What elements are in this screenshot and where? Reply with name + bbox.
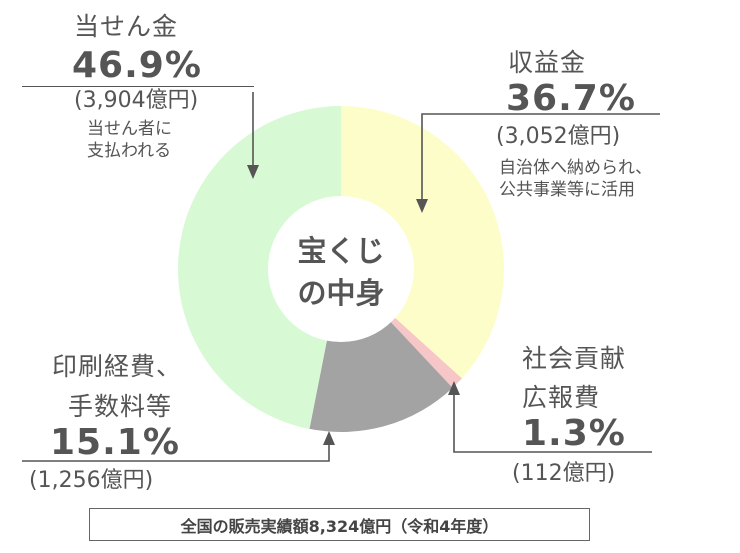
amount-label-winnings: (3,904億円) [74, 88, 199, 113]
center-title-line-1: 宝くじ [297, 234, 385, 268]
description-winnings-line-1: 当せん者に [87, 119, 172, 139]
leader-arrowhead-winnings [247, 165, 259, 179]
slice-label-winnings: 当せん金 [74, 12, 179, 41]
slice-label-costs-line-1: 印刷経費、 [52, 352, 183, 381]
description-revenue: 自治体へ納められ、 公共事業等に活用 [499, 157, 652, 201]
slice-label-publicity-line-1: 社会貢献 [522, 344, 627, 373]
percent-label-costs: 15.1% [50, 422, 180, 463]
leader-arrowhead-publicity [448, 381, 460, 395]
percent-label-winnings: 46.9% [72, 45, 202, 86]
description-revenue-line-1: 自治体へ納められ、 [499, 158, 653, 178]
percent-label-revenue: 36.7% [506, 78, 636, 119]
slice-label-publicity: 社会貢献 広報費 [522, 340, 626, 418]
donut-hole [268, 196, 414, 342]
slice-label-costs: 印刷経費、 手数料等 [52, 347, 182, 427]
slice-label-publicity-line-2: 広報費 [522, 382, 601, 412]
total-sales-caption: 全国の販売実績額8,324億円（令和4年度） [89, 508, 590, 541]
slice-winnings [177, 106, 341, 429]
center-title-line-2: の中身 [297, 276, 385, 311]
description-winnings-line-2: 支払われる [87, 141, 172, 162]
leader-arrowhead-revenue [416, 199, 428, 213]
description-winnings: 当せん者に 支払われる [87, 118, 172, 162]
leader-line-publicity [453, 392, 652, 453]
amount-label-costs: (1,256億円) [29, 468, 154, 493]
leader-line-costs [22, 442, 330, 462]
center-title: 宝くじ の中身 [268, 230, 414, 314]
description-revenue-line-2: 公共事業等に活用 [499, 180, 635, 201]
percent-label-publicity: 1.3% [522, 413, 626, 454]
slice-revenue [341, 106, 504, 379]
slice-label-costs-line-2: 手数料等 [68, 392, 173, 421]
slice-label-revenue: 収益金 [508, 48, 587, 77]
amount-label-revenue: (3,052億円) [496, 124, 621, 149]
leader-line-revenue [421, 113, 660, 203]
amount-label-publicity: (112億円) [512, 461, 616, 486]
underline-winnings [22, 86, 254, 87]
leader-arrowhead-costs [323, 431, 335, 445]
